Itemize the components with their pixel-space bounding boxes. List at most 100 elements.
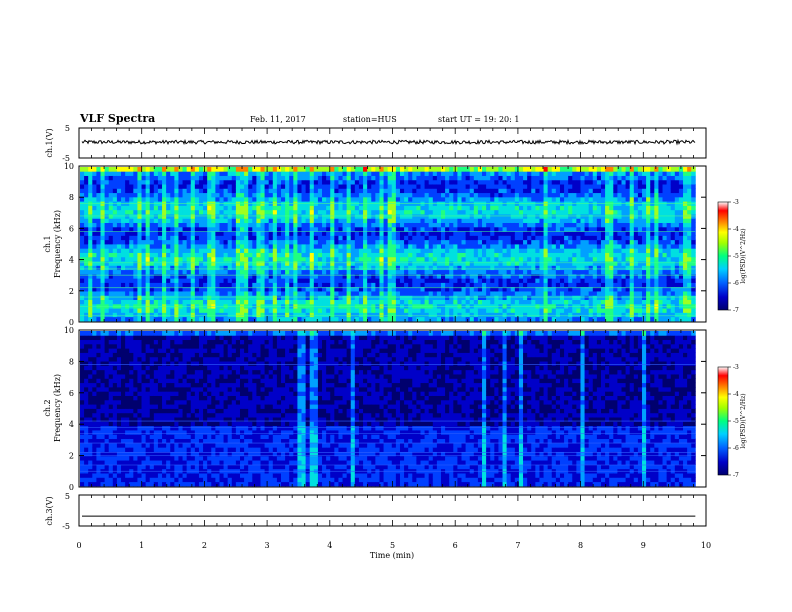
spectrogram-cell: [305, 316, 311, 322]
spectrogram-cell: [642, 184, 647, 189]
spectrogram-cell: [523, 167, 528, 172]
spectrogram-cell: [572, 205, 577, 211]
spectrogram-cell: [596, 286, 602, 292]
spectrogram-cell: [334, 239, 339, 245]
spectrogram-cell: [539, 286, 544, 292]
spectrogram-cell: [432, 252, 438, 258]
spectrogram-cell: [473, 188, 479, 194]
spectrogram-cell: [129, 231, 134, 236]
spectrogram-cell: [449, 265, 454, 271]
spectrogram-cell: [346, 248, 352, 253]
spectrogram-cell: [322, 256, 327, 262]
spectrogram-cell: [531, 167, 536, 172]
spectrogram-cell: [239, 299, 245, 305]
spectrogram-cell: [112, 269, 118, 275]
spectrogram-cell: [445, 231, 450, 236]
spectrogram-cell: [617, 175, 622, 181]
spectrogram-cell: [637, 269, 643, 275]
spectrogram-cell: [596, 192, 602, 198]
spectrogram-cell: [178, 244, 183, 249]
date-label: Feb. 11, 2017: [250, 115, 306, 124]
spectrogram-cell: [354, 218, 360, 224]
spectrogram-cell: [605, 295, 610, 301]
spectrogram-cell: [293, 209, 298, 215]
spectrogram-cell: [190, 278, 196, 283]
spectrogram-cell: [600, 299, 606, 305]
spectrogram-cell: [133, 261, 138, 266]
spectrogram-cell: [383, 256, 389, 262]
spectrogram-cell: [330, 278, 335, 283]
spectrogram-cell: [211, 171, 216, 176]
spectrogram-cell: [412, 286, 417, 292]
spectrogram-cell: [510, 209, 516, 215]
spectrogram-cell: [588, 231, 594, 236]
spectrogram-cell: [412, 179, 417, 185]
spectrogram-cell: [313, 252, 319, 258]
spectrogram-cell: [490, 175, 495, 181]
spectrogram-cell: [580, 179, 585, 185]
spectrogram-cell: [174, 239, 179, 245]
spectrogram-cell: [363, 188, 368, 194]
spectrogram-cell: [600, 244, 606, 249]
spectrogram-cell: [547, 184, 553, 189]
spectrogram-cell: [137, 244, 142, 249]
spectrogram-cell: [646, 282, 651, 288]
spectrogram-cell: [518, 286, 524, 292]
spectrogram-cell: [576, 214, 581, 219]
spectrogram-cell: [625, 299, 631, 305]
spectrogram-cell: [375, 184, 380, 189]
spectrogram-cell: [354, 192, 360, 198]
spectrogram-cell: [330, 209, 335, 215]
spectrogram-cell: [506, 316, 512, 322]
spectrogram-cell: [383, 312, 389, 318]
spectrogram-cell: [436, 214, 442, 219]
spectrogram-cell: [281, 286, 286, 292]
spectrogram-cell: [592, 291, 598, 296]
spectrogram-cell: [432, 226, 438, 232]
spectrogram-cell: [346, 205, 352, 211]
spectrogram-cell: [416, 286, 421, 292]
spectrogram-cell: [486, 231, 491, 236]
spectrogram-cell: [157, 205, 163, 211]
spectrogram-cell: [535, 316, 540, 322]
spectrogram-cell: [588, 175, 594, 181]
spectrogram-cell: [482, 299, 487, 305]
spectrogram-cell: [395, 209, 401, 215]
spectrogram-cell: [535, 265, 540, 271]
spectrogram-cell: [285, 231, 290, 236]
spectrogram-cell: [350, 282, 356, 288]
spectrogram-cell: [617, 308, 622, 313]
spectrogram-cell: [268, 312, 274, 318]
spectrogram-cell: [482, 231, 487, 236]
spectrogram-cell: [506, 175, 512, 181]
spectrogram-cell: [535, 171, 540, 176]
spectrogram-cell: [539, 184, 544, 189]
spectrogram-cell: [469, 265, 475, 271]
spectrogram-cell: [531, 218, 536, 224]
spectrogram-cell: [637, 316, 643, 322]
spectrogram-cell: [596, 239, 602, 245]
spectrogram-cell: [449, 252, 454, 258]
spectrogram-cell: [535, 218, 540, 224]
spectrogram-cell: [186, 239, 192, 245]
spectrogram-cell: [162, 175, 167, 181]
spectrogram-cell: [494, 184, 499, 189]
spectrogram-cell: [518, 226, 524, 232]
spectrogram-cell: [203, 252, 208, 258]
spectrogram-cell: [207, 222, 212, 228]
spectrogram-cell: [453, 299, 458, 305]
spectrogram-cell: [502, 256, 508, 262]
spectrogram-cell: [309, 205, 315, 211]
spectrogram-cell: [297, 316, 302, 322]
spectrogram-cell: [149, 218, 155, 224]
spectrogram-cell: [260, 308, 265, 313]
spectrogram-cell: [568, 291, 573, 296]
spectrogram-cell: [436, 286, 442, 292]
spectrogram-cell: [153, 248, 159, 253]
spectrogram-cell: [399, 316, 405, 322]
spectrogram-cell: [633, 171, 639, 176]
spectrogram-cell: [141, 184, 147, 189]
spectrogram-cell: [551, 312, 557, 318]
spectrogram-cell: [514, 244, 520, 249]
